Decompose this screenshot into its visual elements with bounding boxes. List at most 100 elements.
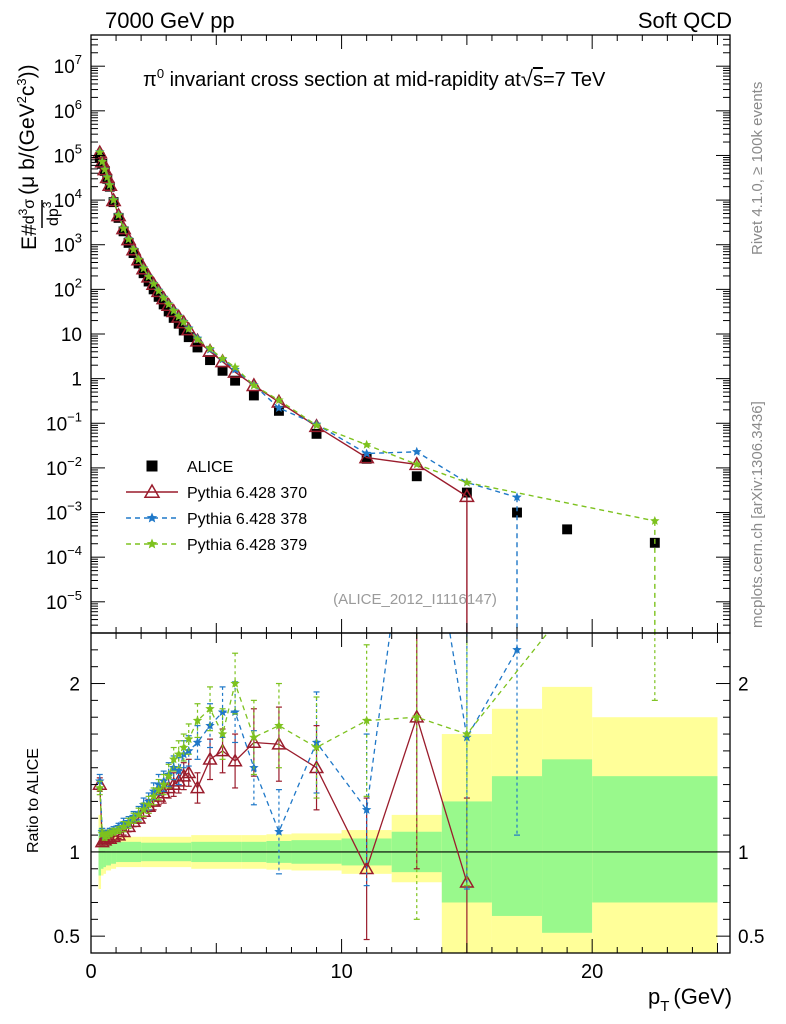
main-panel-series (91, 144, 660, 633)
main-point-3-10 (133, 254, 144, 264)
main-point-0-21 (192, 342, 203, 353)
ratio-point-2-14 (153, 784, 164, 794)
main-point-0-24 (230, 375, 241, 386)
main-point-0-20 (183, 332, 194, 343)
ratio-point-1-21 (192, 737, 203, 747)
ratio-point-1-18 (174, 766, 184, 776)
main-point-3-9 (128, 244, 139, 254)
main-point-1-23 (214, 353, 231, 368)
main-point-2-28 (361, 448, 372, 458)
ratio-point-2-29 (412, 712, 422, 722)
main-point-1-15 (155, 290, 172, 305)
main-point-3-28 (361, 439, 372, 449)
ratio-point-2-13 (148, 791, 159, 801)
legend-marker-2 (146, 512, 158, 523)
main-y-tick-label-2: 102 (54, 275, 82, 301)
main-point-1-16 (160, 297, 177, 312)
main-point-0-6 (113, 212, 124, 223)
ratio-point-2-11 (138, 804, 149, 814)
analysis-tag: (ALICE_2012_I1116147) (333, 591, 497, 608)
ratio-point-2-30 (462, 729, 472, 739)
main-point-3-6 (113, 210, 124, 220)
main-line-3 (99, 152, 655, 522)
main-point-0-16 (163, 306, 174, 317)
main-point-0-30 (461, 487, 472, 498)
ratio-point-0-21 (189, 780, 206, 794)
ratio-series-2 (95, 493, 659, 920)
main-y-tick-label-6: 106 (54, 97, 82, 123)
main-y-tick-label--5: 10−5 (46, 588, 82, 614)
ratio-point-2-27 (311, 742, 322, 752)
main-point-3-5 (108, 195, 119, 205)
main-point-3-30 (462, 477, 472, 487)
legend-marker-0 (146, 460, 158, 472)
main-point-1-28 (358, 449, 375, 464)
ratio-panel-series (92, 493, 659, 953)
ratio-y-axis-label: Ratio to ALICE (25, 748, 42, 853)
main-y-axis-label: E#d3σ(μ b/(GeV2c3)) dp3 (14, 64, 62, 250)
main-y-tick-label--3: 10−3 (46, 499, 82, 525)
ratio-y-tick-label-left-2: 2 (69, 675, 80, 696)
main-point-3-22 (205, 343, 215, 353)
legend: ALICE Pythia 6.428 370 Pythia 6.428 378 Pyt… (126, 459, 307, 554)
main-point-3-4 (105, 180, 115, 189)
main-point-3-29 (412, 459, 422, 469)
ratio-point-2-31 (650, 493, 659, 502)
main-y-tick-label-5: 105 (54, 141, 82, 167)
main-point-3-24 (230, 362, 240, 372)
main-point-3-11 (138, 263, 149, 273)
x-axis-label: pT (GeV) (648, 984, 732, 1015)
ratio-point-2-15 (158, 779, 169, 789)
main-point-0-28 (361, 453, 372, 464)
main-series-2 (95, 146, 522, 502)
main-point-3-25 (249, 380, 259, 390)
ratio-point-2-20 (184, 734, 194, 744)
ratio-point-0-19 (176, 768, 192, 782)
legend-label-1: Pythia 6.428 370 (187, 485, 307, 502)
ratio-band-inner-14 (491, 776, 543, 916)
svg-text:π0 invariant cross section at: π0 invariant cross section at mid-rapidi… (143, 66, 606, 91)
main-point-0-7 (118, 226, 129, 237)
ratio-point-1-14 (153, 779, 164, 789)
ratio-y-tick-label-right-0.5: 0.5 (738, 927, 764, 948)
ratio-point-2-9 (128, 813, 139, 823)
main-point-1-27 (308, 418, 325, 433)
ratio-point-0-23 (214, 743, 231, 757)
ratio-uncertainty-bands (91, 686, 730, 953)
ratio-point-2-17 (168, 754, 179, 764)
main-point-3-19 (179, 317, 189, 327)
main-point-2-31 (512, 492, 522, 502)
main-point-3-31 (650, 515, 660, 525)
main-point-0-31 (512, 507, 522, 518)
header-left: 7000 GeV pp (105, 8, 235, 33)
main-y-tick-label-7: 107 (54, 52, 82, 78)
mcplots-label: mcplots.cern.ch [arXiv:1306.3436] (749, 401, 766, 628)
ratio-line-2 (99, 633, 549, 838)
ratio-frame (90, 632, 731, 954)
main-point-1-21 (189, 332, 206, 347)
ratio-point-0-20 (181, 764, 197, 779)
main-point-1-22 (202, 343, 218, 358)
main-series-0 (94, 152, 660, 548)
main-point-1-20 (180, 321, 197, 336)
ratio-y-tick-label-left-0.5: 0.5 (54, 927, 80, 948)
plot-title: π0 invariant cross section at mid-rapidi… (143, 66, 606, 91)
legend-marker-3 (146, 538, 158, 549)
main-point-0-15 (158, 299, 169, 310)
main-point-3-13 (148, 279, 159, 288)
main-y-tick-label--2: 10−2 (46, 454, 82, 480)
legend-label-3: Pythia 6.428 379 (187, 537, 307, 554)
main-point-0-26 (273, 405, 284, 416)
ratio-point-2-23 (217, 729, 228, 739)
main-point-0-9 (128, 248, 139, 259)
main-point-3-23 (217, 353, 228, 363)
main-point-0-23 (217, 365, 228, 376)
main-point-3-27 (311, 420, 322, 430)
main-point-0-10 (133, 258, 144, 269)
ratio-point-1-31 (512, 644, 522, 654)
main-point-2-29 (412, 446, 422, 456)
ratio-point-0-17 (166, 776, 182, 791)
main-point-0-22 (205, 355, 215, 366)
ratio-point-2-12 (143, 799, 154, 809)
ratio-point-2-19 (179, 742, 189, 752)
